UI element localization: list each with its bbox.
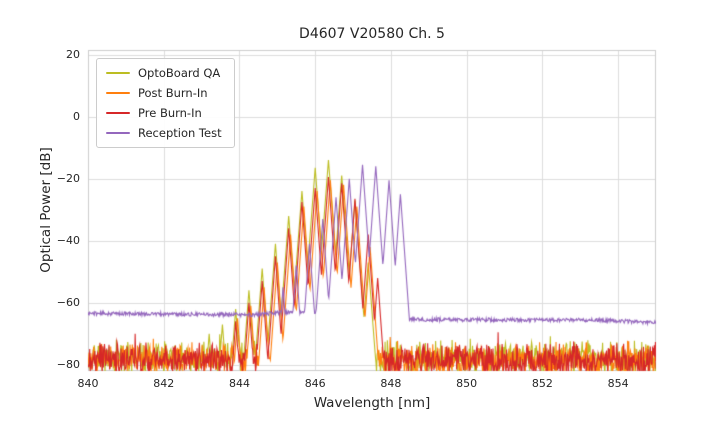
legend-line-swatch [106,92,130,94]
y-tick-label: 0 [73,109,80,123]
legend-item: Post Burn-In [106,86,222,100]
x-tick-label: 850 [456,377,478,390]
x-tick-label: 852 [531,377,553,390]
y-tick-label: −80 [56,357,80,371]
legend: OptoBoard QA Post Burn-In Pre Burn-In Recep… [96,58,235,148]
y-tick-label: −60 [56,295,80,309]
y-tick-label: −20 [56,171,80,185]
x-tick-label: 844 [228,377,250,390]
legend-label: Post Burn-In [138,86,208,100]
x-tick-label: 842 [153,377,175,390]
x-tick-label: 840 [77,377,99,390]
y-tick-label: 20 [66,47,80,61]
legend-line-swatch [106,112,130,114]
legend-label: Pre Burn-In [138,106,202,120]
legend-label: OptoBoard QA [138,66,221,80]
x-tick-label: 848 [380,377,402,390]
legend-label: Reception Test [138,126,222,140]
legend-item: OptoBoard QA [106,66,222,80]
y-tick-label: −40 [56,233,80,247]
legend-line-swatch [106,72,130,74]
x-tick-label: 854 [607,377,629,390]
legend-item: Reception Test [106,126,222,140]
legend-item: Pre Burn-In [106,106,222,120]
legend-line-swatch [106,132,130,134]
x-axis-label: Wavelength [nm] [313,395,431,411]
x-tick-label: 846 [304,377,326,390]
y-axis-label: Optical Power [dB] [38,147,54,273]
chart-title: D4607 V20580 Ch. 5 [299,26,445,42]
